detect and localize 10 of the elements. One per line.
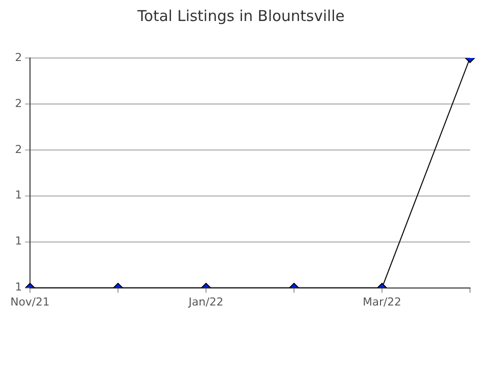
y-tick-label: 2 xyxy=(15,50,22,64)
x-tick-label: Mar/22 xyxy=(362,295,402,308)
y-tick-label: 2 xyxy=(15,142,22,156)
chart-title: Total Listings in Blountsville xyxy=(136,6,345,25)
y-tick-label: 1 xyxy=(15,234,22,248)
y-tick-label: 1 xyxy=(15,280,22,294)
x-tick-label: Jan/22 xyxy=(188,295,224,308)
y-tick-label: 2 xyxy=(15,96,22,110)
x-tick-label: Nov/21 xyxy=(10,295,50,308)
y-tick-label: 1 xyxy=(15,188,22,202)
